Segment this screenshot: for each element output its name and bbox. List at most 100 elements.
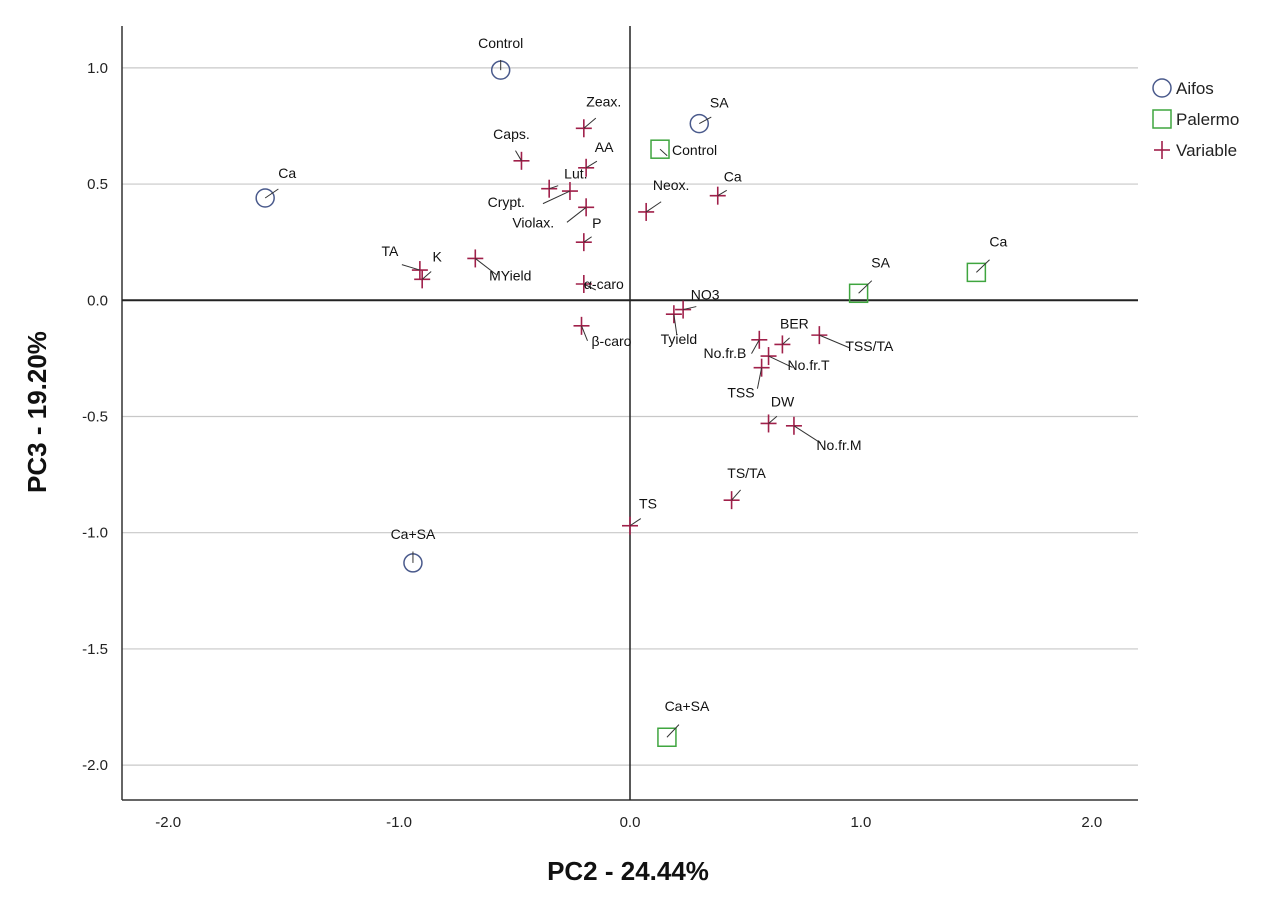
point-circle <box>689 113 710 134</box>
point-label: DW <box>771 393 795 409</box>
point-label: BER <box>780 315 809 331</box>
point-label: Caps. <box>493 126 530 142</box>
point-label: No.fr.B <box>704 345 747 361</box>
label-leader <box>515 150 522 162</box>
legend-swatch <box>1152 109 1172 129</box>
point-label: Control <box>478 35 523 51</box>
point-label: SA <box>710 95 729 111</box>
label-leader <box>583 117 597 129</box>
label-leader <box>768 415 778 424</box>
label-leader <box>645 201 662 213</box>
point-label: Crypt. <box>488 194 525 210</box>
series-palermo: Control SA Ca Ca+SA <box>650 139 1008 747</box>
x-axis-title: PC2 - 24.44% <box>547 856 709 886</box>
point-label: Ca+SA <box>665 698 710 714</box>
label-leader <box>566 206 587 223</box>
legend-swatch <box>1152 78 1172 98</box>
point-label: AA <box>595 139 614 155</box>
point-square <box>650 139 670 159</box>
point-label: α-caro <box>584 276 624 292</box>
point-square <box>966 262 987 283</box>
point-label: No.fr.T <box>788 357 830 373</box>
label-leader <box>583 236 592 243</box>
label-leader <box>756 367 763 389</box>
legend: Aifos Palermo Variable <box>1152 78 1239 160</box>
point-label: TA <box>381 243 399 259</box>
y-tick-label: 0.0 <box>87 292 108 309</box>
y-tick-label: -2.0 <box>82 757 108 774</box>
x-tick-label: 2.0 <box>1081 814 1102 831</box>
label-leader <box>793 425 822 444</box>
label-leader <box>629 518 642 527</box>
x-tick-label: -2.0 <box>155 814 181 831</box>
point-label: Zeax. <box>586 93 621 109</box>
x-tick-label: -1.0 <box>386 814 412 831</box>
point-label: Control <box>672 142 717 158</box>
series-variable: Zeax. Caps. AA Lut. Crypt. Violax. P Neox. Ca TA K… <box>381 93 894 535</box>
point-label: Neox. <box>653 177 690 193</box>
label-leader <box>699 116 712 125</box>
label-leader <box>768 355 793 368</box>
point-label: Violax. <box>512 214 554 230</box>
legend-item-palermo: Palermo <box>1152 109 1239 129</box>
label-leader <box>717 189 728 197</box>
point-label: Ca+SA <box>391 526 436 542</box>
tick-labels: 1.0 0.5 0.0 -0.5 -1.0 -1.5 -2.0 -2.0 -1.0 0.0 1.0 2… <box>82 60 1102 831</box>
label-leader <box>782 337 790 345</box>
label-leader <box>858 280 873 294</box>
label-leader <box>581 325 588 342</box>
label-leader <box>682 306 697 311</box>
legend-swatch <box>1154 141 1170 159</box>
point-label: P <box>592 215 601 231</box>
point-label: SA <box>871 254 890 270</box>
legend-label: Palermo <box>1176 110 1239 129</box>
label-leader <box>542 190 571 205</box>
label-leader <box>731 489 741 501</box>
axes <box>121 26 1138 801</box>
legend-item-variable: Variable <box>1154 141 1237 160</box>
point-label: TSS <box>727 385 754 401</box>
label-leader <box>421 271 432 280</box>
point-label: K <box>433 248 443 264</box>
point-square <box>848 283 869 304</box>
label-leader <box>474 258 497 276</box>
series-aifos: Control SA Ca Ca+SA <box>255 35 729 573</box>
label-leader <box>659 148 668 157</box>
label-leader <box>673 314 678 336</box>
point-label: β-caro <box>592 333 632 349</box>
label-leader <box>401 264 421 271</box>
label-leader <box>264 188 279 199</box>
y-tick-label: -1.5 <box>82 641 108 658</box>
point-label: MYield <box>489 267 531 283</box>
x-tick-label: 0.0 <box>620 814 641 831</box>
point-label: Tyield <box>661 331 698 347</box>
point-label: Ca <box>724 169 742 185</box>
y-tick-label: 1.0 <box>87 60 108 77</box>
y-tick-label: -1.0 <box>82 525 108 542</box>
x-tick-label: 1.0 <box>850 814 871 831</box>
point-label: NO3 <box>691 287 720 303</box>
y-tick-label: 0.5 <box>87 176 108 193</box>
point-label: TSS/TA <box>845 338 894 354</box>
point-label: TS <box>639 496 657 512</box>
label-leader <box>666 724 680 738</box>
point-circle <box>255 188 275 208</box>
label-leader <box>585 160 598 169</box>
point-label: Lut. <box>564 166 587 182</box>
point-square <box>657 727 677 747</box>
point-label: Ca <box>989 233 1007 249</box>
label-leader <box>976 259 990 273</box>
label-leader <box>549 185 559 190</box>
legend-label: Aifos <box>1176 79 1214 98</box>
data-points: Control SA Ca Ca+SA Control SA Ca Ca+SA Zeax. Cap… <box>255 35 1008 747</box>
point-label: Ca <box>278 165 296 181</box>
point-label: TS/TA <box>727 465 766 481</box>
legend-label: Variable <box>1176 141 1237 160</box>
label-leader <box>583 283 597 291</box>
y-axis-title: PC3 - 19.20% <box>22 331 52 493</box>
legend-item-aifos: Aifos <box>1152 78 1214 98</box>
y-tick-label: -0.5 <box>82 408 108 425</box>
label-leader <box>751 339 760 354</box>
point-label: No.fr.M <box>816 437 861 453</box>
